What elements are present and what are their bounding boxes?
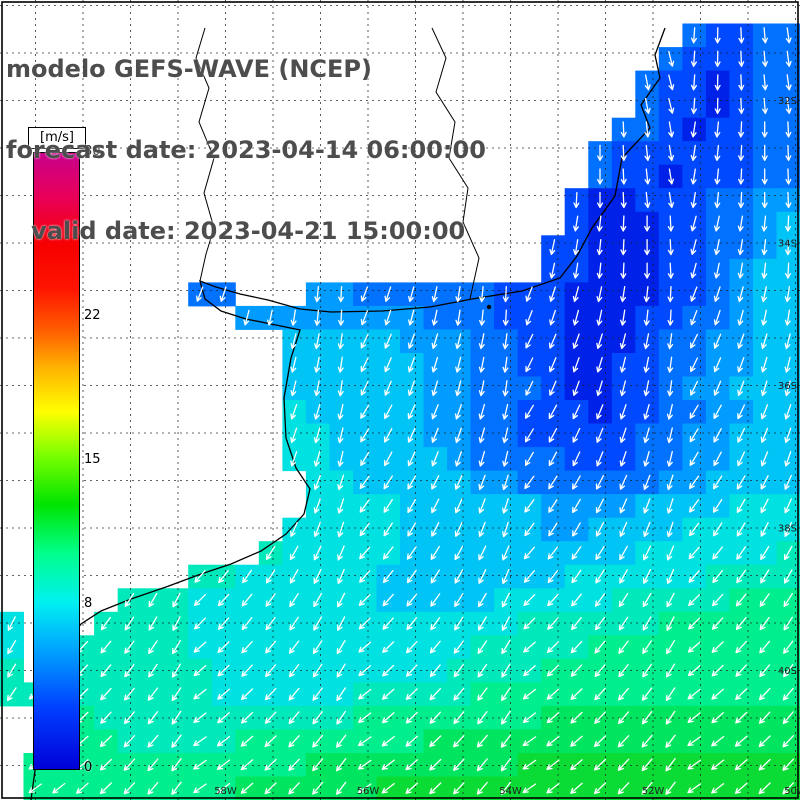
wind-arrows-layer <box>6 27 795 795</box>
colorbar-tick-label: 30 <box>84 144 101 159</box>
lat-label: 40S <box>778 666 797 677</box>
forecast-date-line: forecast date: 2023-04-14 06:00:00 <box>6 136 486 164</box>
lon-label: 58W <box>214 786 237 797</box>
lon-label: 52W <box>642 786 665 797</box>
lat-label: 36S <box>778 381 797 392</box>
title-block: modelo GEFS-WAVE (NCEP) forecast date: 2… <box>6 2 486 299</box>
colorbar-unit-label: [m/s] <box>28 127 86 149</box>
valid-date-line: valid date: 2023-04-21 15:00:00 <box>6 217 466 245</box>
lon-label: 50W <box>784 786 800 797</box>
longitude-labels: 58W 56W 54W 52W 50W <box>214 786 800 797</box>
colorbar-tick-label: 22 <box>84 308 101 324</box>
colorbar-gradient <box>33 152 80 770</box>
colorbar-tick-label: 15 <box>84 452 101 467</box>
lat-label: 32S <box>778 96 797 107</box>
coastline-layer <box>30 27 666 800</box>
latitude-labels: 32S 34S 36S 38S 40S <box>778 96 797 677</box>
colorbar-tick-label: 8 <box>84 595 93 611</box>
lon-label: 56W <box>357 786 380 797</box>
colorbar-tick-label: 0 <box>84 760 93 775</box>
lon-label: 54W <box>499 786 522 797</box>
model-title: modelo GEFS-WAVE (NCEP) <box>6 55 372 83</box>
lat-label: 34S <box>778 239 797 250</box>
lat-label: 38S <box>778 524 797 535</box>
